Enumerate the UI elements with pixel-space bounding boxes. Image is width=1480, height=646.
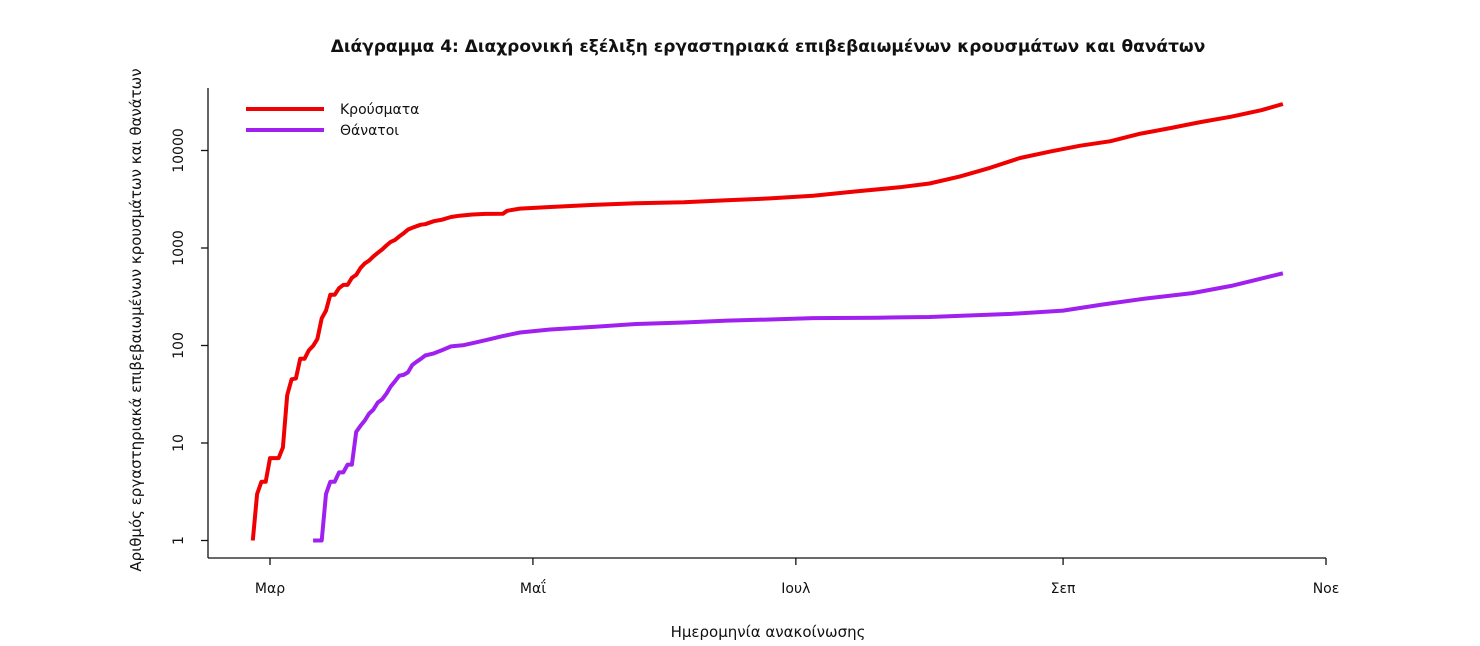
chart-title: Διάγραμμα 4: Διαχρονική εξέλιξη εργαστηρ… [331, 37, 1206, 57]
y-tick-label: 10000 [171, 128, 187, 173]
legend: Κρούσματα Θάνατοι [246, 102, 419, 139]
x-axis-label: Ημερομηνία ανακοίνωσης [671, 623, 866, 641]
y-axis-label: Αριθμός εργαστηριακά επιβεβαιωμένων κρου… [127, 68, 145, 571]
x-axis-ticks: Μαρ Μαΐ Ιουλ Σεπ Νοε [255, 558, 1339, 597]
series-lines [250, 102, 1284, 543]
legend-label-deaths: Θάνατοι [340, 123, 399, 139]
x-tick-label: Μαρ [255, 581, 285, 597]
x-tick-label: Ιουλ [781, 581, 810, 597]
x-tick-label: Νοε [1313, 581, 1340, 597]
y-tick-label: 1 [171, 536, 187, 545]
y-tick-label: 10 [171, 434, 187, 452]
x-tick-label: Μαΐ [520, 579, 546, 597]
legend-label-cases: Κρούσματα [340, 102, 419, 118]
series-line-deaths [313, 271, 1284, 543]
x-tick-label: Σεπ [1051, 581, 1076, 597]
y-tick-label: 100 [171, 332, 187, 359]
y-axis-ticks: 1 10 100 1000 10000 [171, 128, 208, 545]
y-tick-label: 1000 [171, 230, 187, 266]
series-line-cases [250, 102, 1284, 541]
